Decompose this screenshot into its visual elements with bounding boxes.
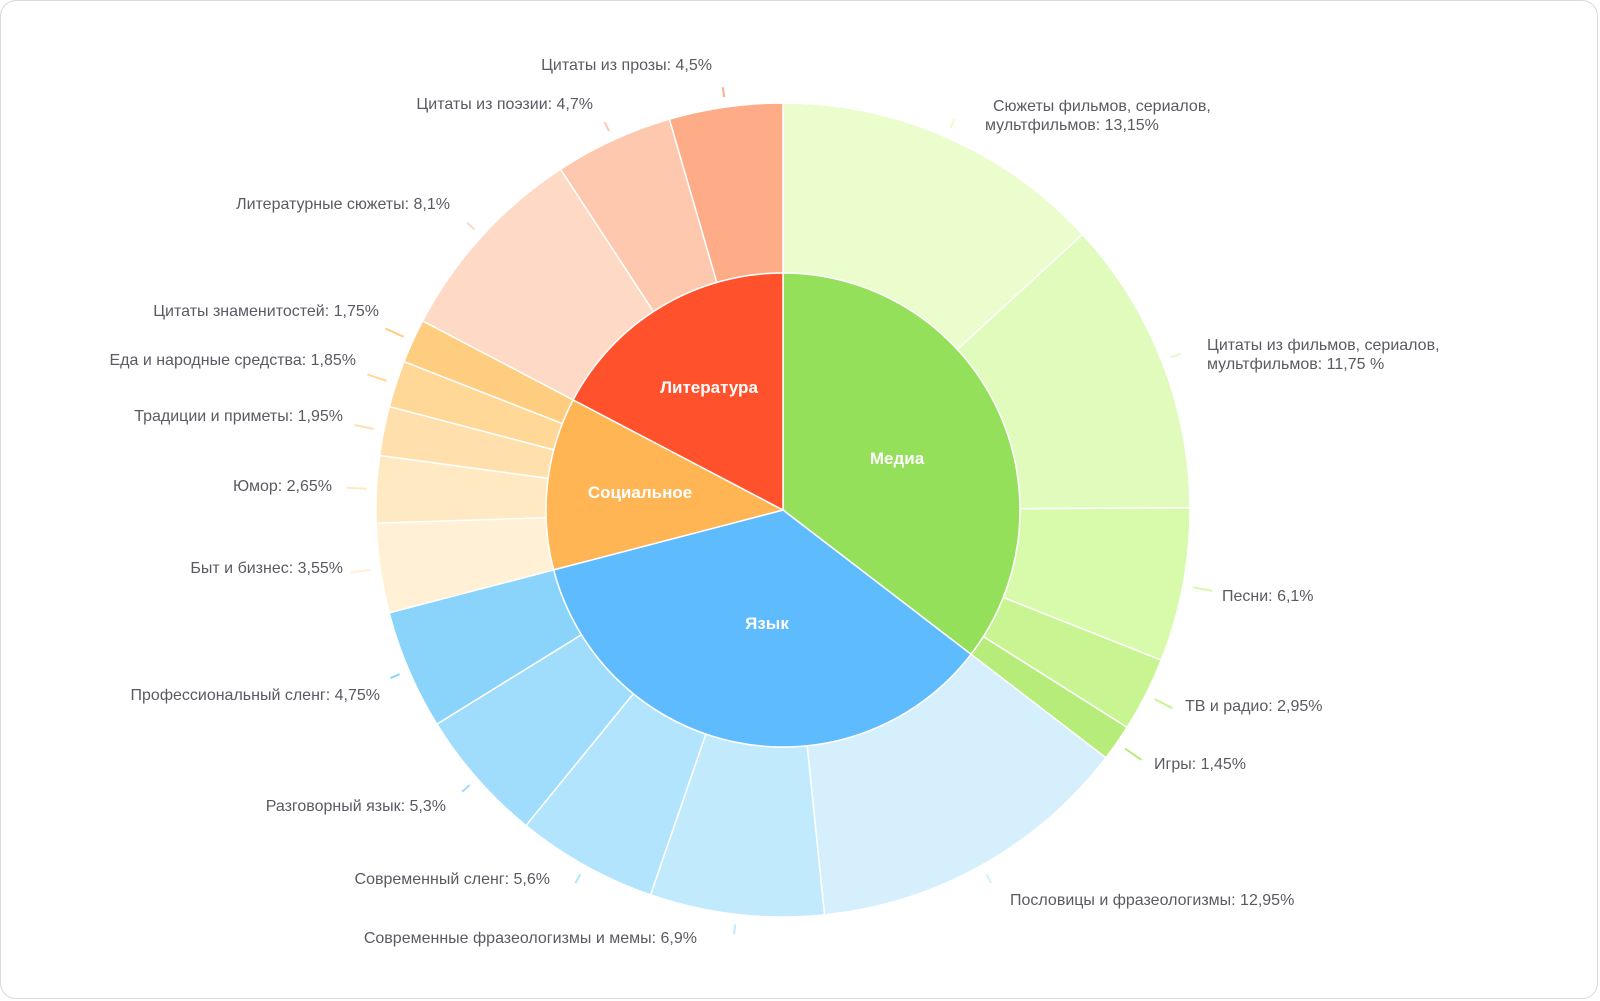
segment-label: ТВ и радио: 2,95% [1185,698,1323,715]
segment-label: Цитаты из поэзии: 4,7% [416,96,593,113]
leader-line [733,924,737,935]
leader-line [1124,747,1143,761]
segment-label: Современные фразеологизмы и мемы: 6,9% [364,930,697,947]
segment-label: Еда и народные средства: 1,85% [109,352,356,369]
segment-label: Сюжеты фильмов, сериалов, [993,98,1211,115]
leader-line [390,673,401,680]
inner-segment-социальное [545,398,786,571]
inner-segment-язык [552,509,973,748]
leader-line [985,873,993,884]
leader-line [574,873,582,884]
category-labels: Медиа Язык Социальное Литература [588,378,925,633]
leader-line [346,486,367,490]
segment-label: Пословицы и фразеологизмы: 12,95% [1010,892,1294,909]
leader-line [1170,352,1181,359]
inner-segment-медиа [782,272,1021,656]
segment-label: Песни: 6,1% [1222,588,1314,605]
category-label: Литература [660,378,758,397]
leader-line [603,121,610,132]
leader-line [461,784,471,793]
segment-label: Цитаты из прозы: 4,5% [541,57,712,74]
leader-line [466,222,476,231]
label-leaders [346,87,1213,935]
segment-label: Традиции и приметы: 1,95% [134,408,343,425]
segment-label: Разговорный язык: 5,3% [266,798,446,815]
leader-line [354,424,375,430]
category-label: Медиа [870,449,925,468]
leader-line [350,568,371,574]
segment-label: Игры: 1,45% [1154,756,1246,773]
segment-label: Быт и бизнес: 3,55% [190,560,343,577]
segment-label: Современный сленг: 5,6% [355,871,550,888]
segment-label: Профессиональный сленг: 4,75% [131,687,380,704]
outer-ring [375,102,1191,918]
leader-line [385,327,405,338]
segment-label: Литературные сюжеты: 8,1% [236,196,450,213]
category-label: Язык [745,614,789,633]
leader-line [367,373,387,382]
leader-line [1192,586,1213,592]
leader-line [721,87,726,98]
inner-segment-литература [572,272,784,512]
leader-line [949,118,956,129]
segment-label: Цитаты из фильмов, сериалов, [1207,337,1440,354]
segment-label: мультфильмов: 11,75 % [1207,356,1384,373]
segment-label: Цитаты знаменитостей: 1,75% [153,303,379,320]
segment-label: мультфильмов: 13,15% [985,117,1159,134]
inner-ring [545,272,1021,748]
outer-labels: Сюжеты фильмов, сериалов, мультфильмов: 1… [109,57,1439,947]
segment-label: Юмор: 2,65% [233,478,332,495]
category-label: Социальное [588,483,692,502]
leader-line [1154,698,1173,710]
